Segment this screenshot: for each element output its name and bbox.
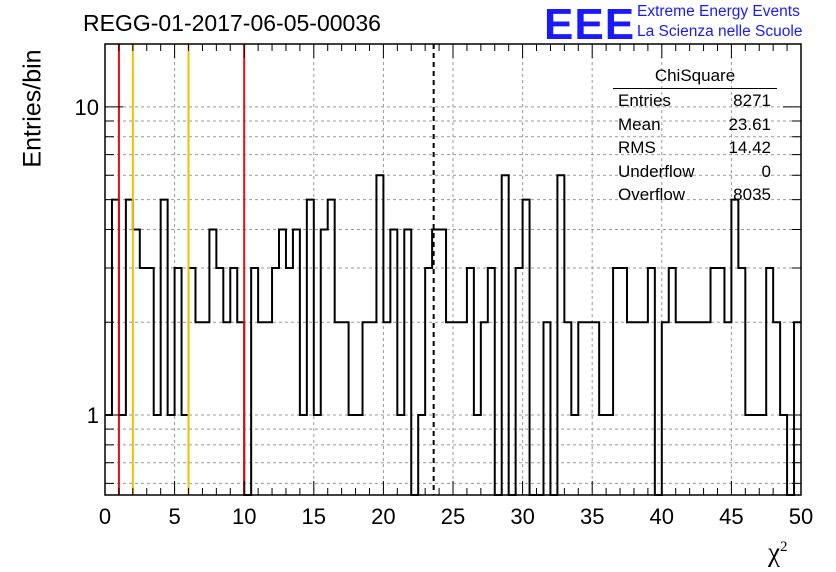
y-tick-label: 10 [75, 95, 99, 120]
x-tick-label: 45 [719, 504, 743, 529]
stats-box: ChiSquare Entries 8271 Mean 23.61 RMS 14.42 Un… [613, 66, 777, 207]
stats-value: 14.42 [728, 138, 771, 157]
y-axis-label: Entries/bin [18, 49, 47, 168]
stats-value: 8035 [733, 185, 771, 204]
x-tick-label: 20 [371, 504, 395, 529]
stats-row-mean: Mean 23.61 [613, 113, 777, 137]
x-tick-label: 5 [168, 504, 180, 529]
x-tick-label: 40 [650, 504, 674, 529]
x-tick-label: 15 [302, 504, 326, 529]
stats-row-rms: RMS 14.42 [613, 136, 777, 160]
x-tick-label: 0 [99, 504, 111, 529]
y-tick-label: 1 [87, 403, 99, 428]
x-tick-label: 50 [789, 504, 813, 529]
stats-label: Mean [618, 114, 661, 134]
stats-label: RMS [618, 138, 656, 157]
stats-value: 8271 [733, 91, 771, 110]
stats-label: Overflow [618, 185, 686, 204]
stats-row-entries: Entries 8271 [613, 89, 777, 113]
logo-line-1: Extreme Energy Events [637, 3, 800, 20]
stats-title: ChiSquare [613, 66, 777, 89]
stats-row-overflow: Overflow 8035 [613, 183, 777, 207]
x-tick-label: 25 [441, 504, 465, 529]
stats-label: Entries [618, 91, 671, 110]
chart-title: REGG-01-2017-06-05-00036 [83, 10, 381, 36]
stats-label: Underflow [618, 161, 695, 181]
eee-logo: EEE [544, 0, 636, 49]
x-tick-label: 30 [510, 504, 534, 529]
stats-value: 23.61 [728, 114, 771, 134]
histogram-series [105, 174, 801, 496]
stats-row-underflow: Underflow 0 [613, 160, 777, 184]
x-tick-label: 10 [232, 504, 256, 529]
x-tick-label: 35 [580, 504, 604, 529]
stats-value: 0 [761, 161, 771, 181]
logo-line-2: La Scienza nelle Scuole [637, 23, 803, 40]
x-axis-label: χ2 [768, 537, 788, 567]
